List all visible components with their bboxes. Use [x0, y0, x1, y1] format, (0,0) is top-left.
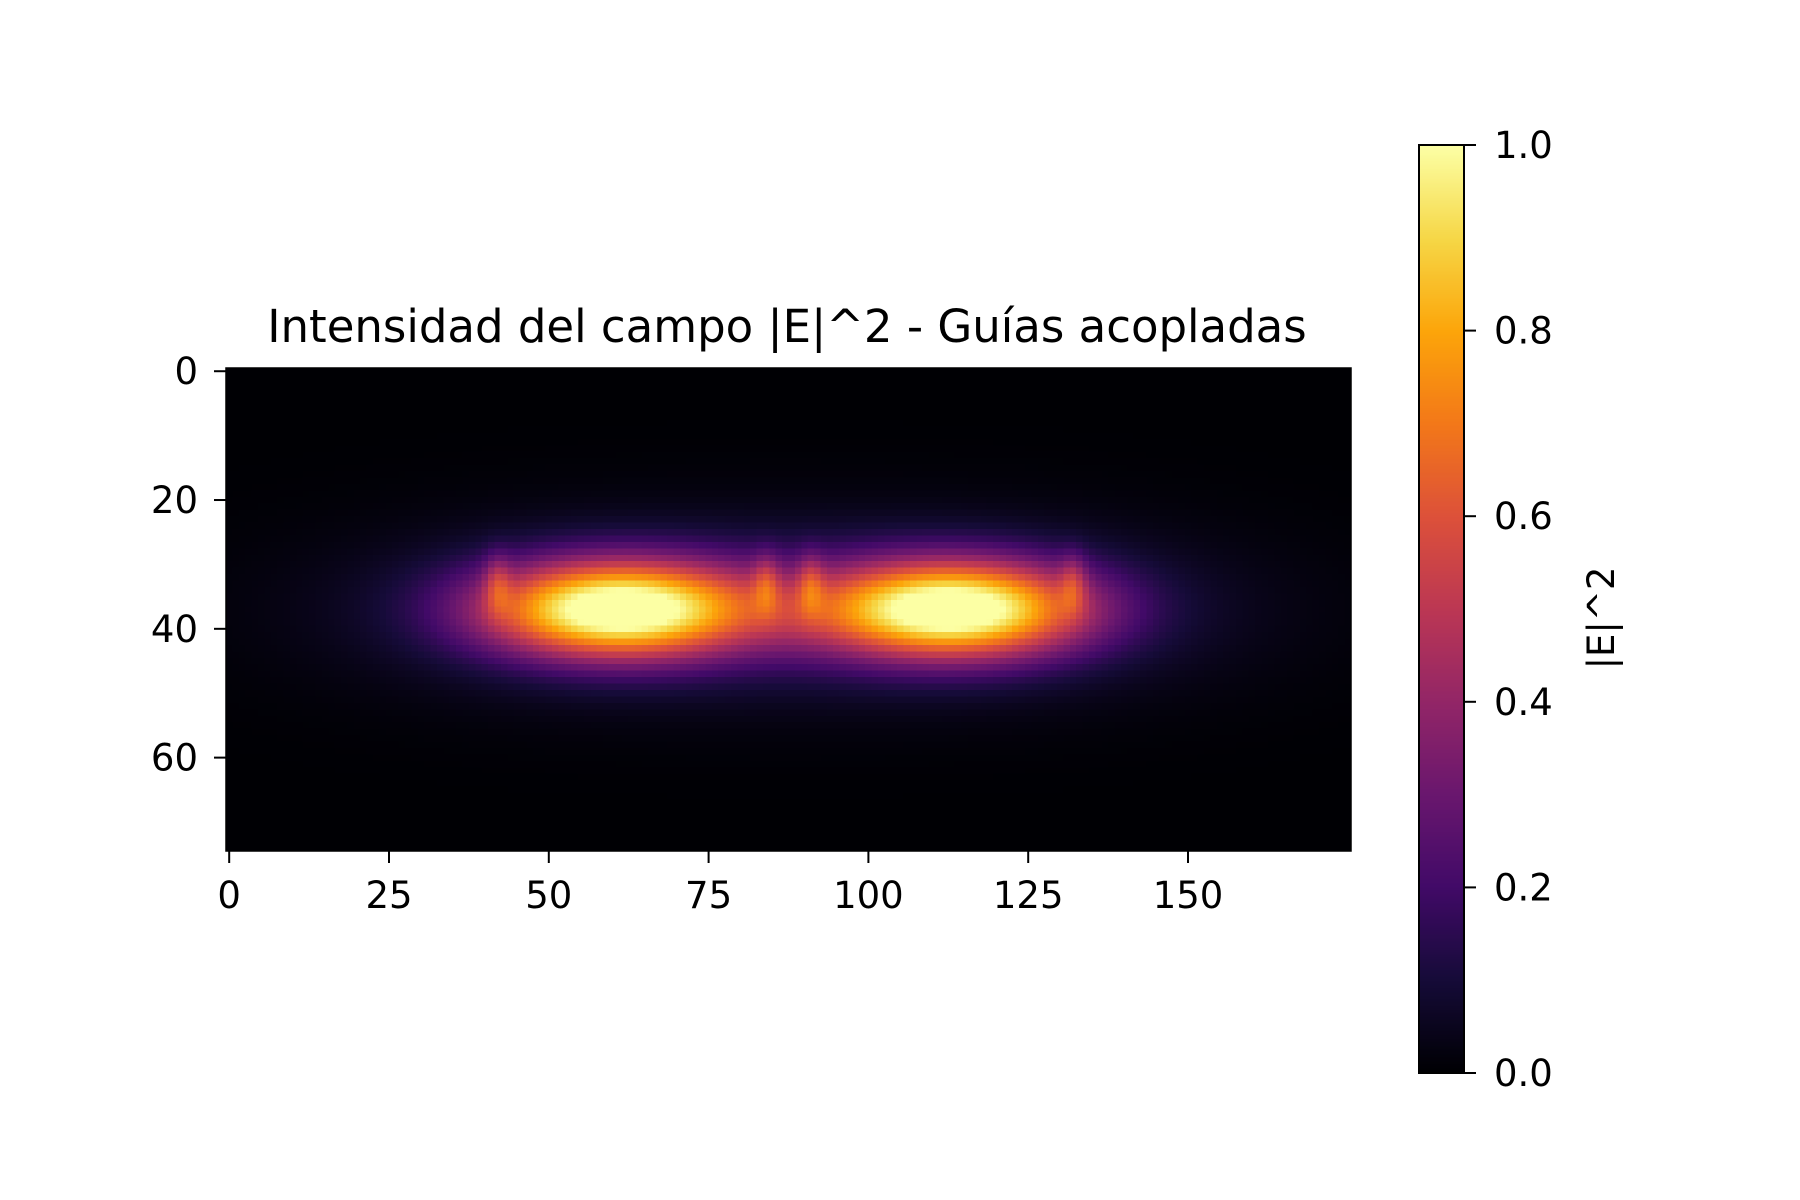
x-tick-label: 25 — [365, 874, 412, 917]
y-tick-label: 0 — [174, 350, 198, 393]
colorbar-tick-label: 1.0 — [1494, 124, 1553, 167]
plot-area — [225, 367, 1352, 852]
chart-title: Intensidad del campo |E|^2 - Guías acopl… — [267, 300, 1306, 353]
colorbar-label: |E|^2 — [1580, 567, 1623, 670]
colorbar-tick-label: 0.0 — [1494, 1052, 1553, 1095]
colorbar-tick-label: 0.6 — [1494, 495, 1553, 538]
plot-frame — [225, 367, 1352, 852]
x-tick-label: 150 — [1153, 874, 1224, 917]
x-axis: 0 25 50 75 100 125 150 — [217, 851, 1223, 917]
x-tick-label: 50 — [525, 874, 572, 917]
y-tick-label: 40 — [151, 608, 198, 651]
colorbar: 0.0 0.2 0.4 0.6 0.8 1.0 |E|^2 — [1418, 124, 1623, 1095]
y-tick-label: 60 — [151, 737, 198, 780]
x-tick-label: 75 — [685, 874, 732, 917]
colorbar-tick-label: 0.2 — [1494, 866, 1553, 909]
colorbar-frame — [1418, 144, 1465, 1074]
colorbar-gradient — [1419, 145, 1464, 1073]
y-tick-label: 20 — [151, 479, 198, 522]
heatmap-image — [226, 368, 1351, 851]
colorbar-tick-label: 0.8 — [1494, 310, 1553, 353]
x-tick-label: 0 — [217, 874, 241, 917]
x-tick-label: 100 — [833, 874, 904, 917]
y-axis: 0 20 40 60 — [151, 350, 226, 780]
x-tick-label: 125 — [993, 874, 1064, 917]
colorbar-tick-label: 0.4 — [1494, 681, 1553, 724]
